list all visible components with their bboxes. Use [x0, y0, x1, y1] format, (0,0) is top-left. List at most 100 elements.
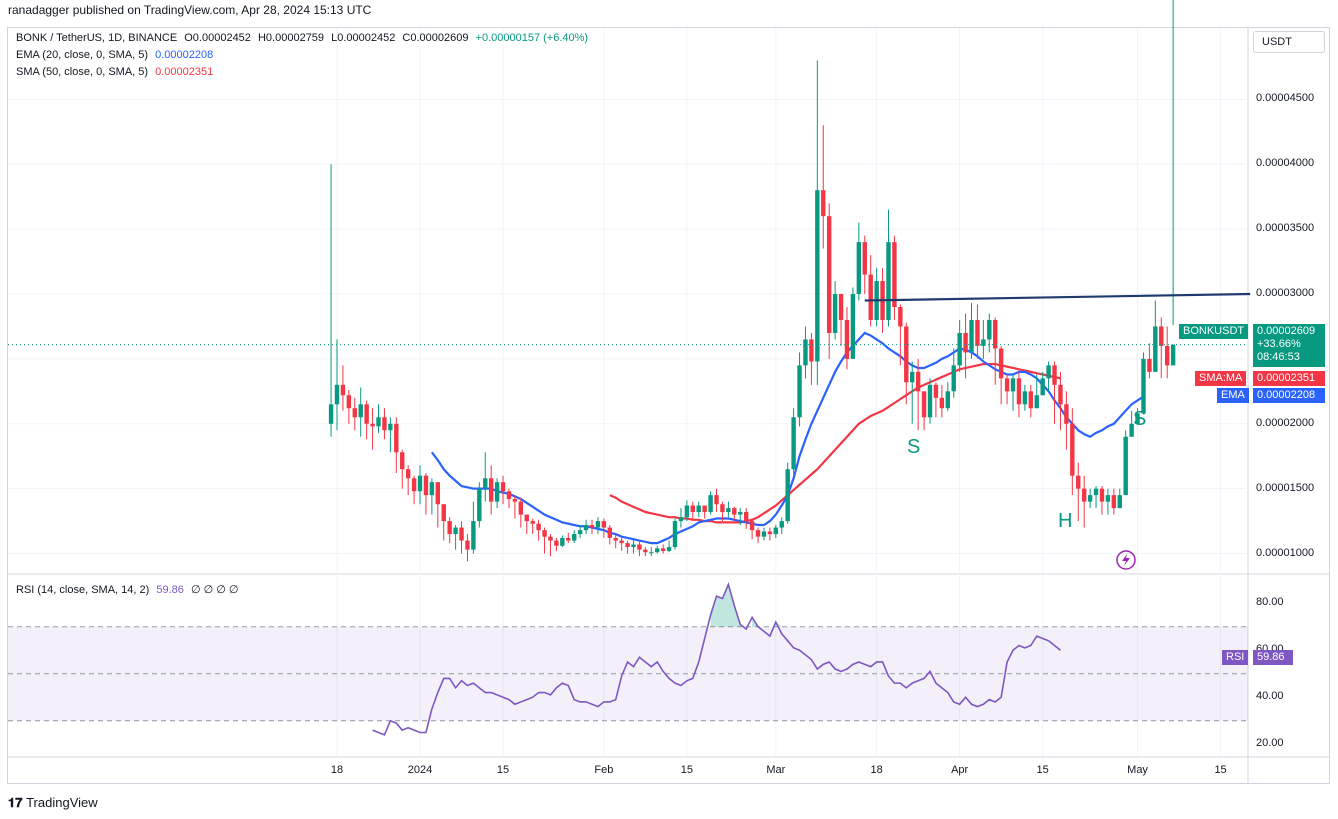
candle-body	[328, 404, 334, 424]
candle-body	[595, 521, 601, 528]
candle-body	[560, 537, 565, 546]
candle-body	[993, 319, 998, 349]
candle-body	[862, 242, 867, 275]
candle-body	[892, 242, 897, 307]
legend-ema-label: EMA (20, close, 0, SMA, 5)	[16, 49, 149, 61]
legend-sma[interactable]: SMA (50, close, 0, SMA, 5) 0.00002351	[16, 66, 213, 78]
candle-body	[684, 505, 690, 518]
candle-body	[441, 504, 446, 522]
candle-body	[394, 423, 399, 453]
legend-close: C0.00002609	[402, 32, 469, 44]
legend-ohlc: BONK / TetherUS, 1D, BINANCE O0.00002452…	[16, 32, 588, 44]
candle-body	[1135, 413, 1140, 424]
legend-rsi-label: RSI (14, close, SMA, 14, 2)	[16, 584, 150, 596]
candle-body	[981, 339, 986, 346]
candle-body	[832, 294, 838, 333]
date-tick-label: Mar	[766, 764, 786, 776]
candle-body	[708, 495, 713, 513]
candle-body	[1170, 344, 1176, 366]
candle-body	[957, 332, 962, 366]
rsi-overbought-fill	[710, 584, 782, 627]
candle-body	[838, 294, 844, 320]
candle-body	[767, 531, 773, 535]
candle-body	[358, 404, 363, 418]
candle-body	[429, 482, 435, 496]
date-tick-label: 2024	[407, 764, 433, 776]
price-tick-label: 0.00004000	[1256, 157, 1315, 170]
candle-body	[631, 544, 636, 548]
candle-body	[773, 527, 779, 535]
candle-body	[785, 469, 790, 522]
candle-body	[459, 527, 464, 541]
candle-body	[524, 514, 529, 522]
candle-body	[809, 339, 814, 362]
candle-body	[803, 339, 808, 366]
candle-body	[1040, 378, 1045, 396]
candle-body	[921, 391, 927, 418]
price-tick-label: 0.00002000	[1256, 416, 1315, 429]
candle-body	[1147, 358, 1152, 372]
legend-rsi[interactable]: RSI (14, close, SMA, 14, 2) 59.86 ∅ ∅ ∅ …	[16, 583, 238, 596]
candle-body	[494, 482, 500, 502]
candle-body	[488, 478, 494, 502]
candle-body	[1141, 358, 1146, 414]
candle-body	[927, 384, 933, 418]
candle-body	[1028, 391, 1034, 409]
candle-body	[518, 501, 524, 515]
candle-body	[1070, 423, 1075, 476]
sma-price-tag: 0.00002351	[1253, 371, 1325, 386]
candle-body	[435, 482, 441, 505]
candle-body	[755, 530, 761, 537]
legend-symbol: BONK / TetherUS, 1D, BINANCE	[16, 32, 178, 44]
legend-change: +0.00000157 (+6.40%)	[475, 32, 589, 44]
candle-body	[447, 521, 452, 535]
candle-body	[1081, 488, 1087, 502]
candle-body	[1046, 365, 1051, 379]
candle-body	[423, 475, 429, 496]
tradingview-logo-icon: 𝟏𝟕	[8, 795, 23, 810]
candle-body	[536, 523, 541, 531]
candle-body	[572, 534, 577, 541]
candle-body	[388, 423, 393, 431]
rsi-tick-label: 20.00	[1256, 737, 1284, 750]
candle-body	[987, 319, 992, 340]
candle-body	[1064, 404, 1069, 424]
sma-line	[609, 362, 1061, 524]
candle-body	[886, 242, 891, 320]
legend-high: H0.00002759	[257, 32, 325, 44]
date-tick-label: 15	[680, 764, 693, 776]
candle-body	[340, 384, 346, 396]
price-tag-pct: +33.66%	[1257, 338, 1301, 350]
date-tick-label: May	[1127, 764, 1148, 776]
legend-open: O0.00002452	[184, 32, 251, 44]
candle-body	[542, 530, 547, 537]
candle-body	[649, 552, 654, 554]
candle-body	[1022, 391, 1028, 405]
sma-tag: SMA:MA	[1195, 371, 1247, 386]
legend-ema-value: 0.00002208	[155, 49, 214, 61]
rsi-tag: RSI	[1222, 650, 1249, 665]
rsi-line	[372, 581, 1061, 736]
legend-ema[interactable]: EMA (20, close, 0, SMA, 5) 0.00002208	[16, 49, 213, 61]
currency-selector[interactable]: USDT	[1253, 31, 1325, 53]
date-tick-label: 15	[496, 764, 510, 776]
lightning-icon[interactable]	[1115, 549, 1137, 571]
candle-body	[856, 242, 862, 295]
legend-sma-label: SMA (50, close, 0, SMA, 5)	[16, 66, 149, 78]
price-tick-label: 0.00003500	[1256, 222, 1315, 235]
candle-body	[904, 326, 909, 383]
ema-price-tag: 0.00002208	[1253, 388, 1325, 403]
price-tag: 0.00002609 +33.66% 08:46:53	[1253, 324, 1325, 367]
publisher-line: ranadagger published on TradingView.com,…	[8, 3, 372, 17]
footer-brand[interactable]: 𝟏𝟕 TradingView	[8, 795, 98, 811]
candle-body	[797, 365, 802, 418]
candle-body	[844, 319, 850, 359]
candle-body	[1052, 365, 1057, 385]
date-tick-label: 18	[330, 764, 344, 776]
candle-body	[554, 540, 559, 546]
chart-frame[interactable]	[7, 27, 1330, 784]
candle-body	[589, 524, 595, 528]
price-tick-label: 0.00001000	[1256, 546, 1315, 559]
candle-body	[690, 505, 695, 513]
